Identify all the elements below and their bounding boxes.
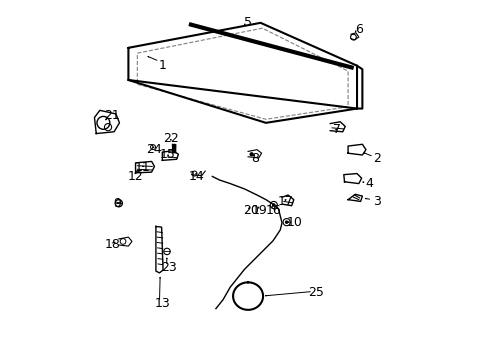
Text: 24: 24 [146,143,162,156]
Circle shape [271,203,275,207]
Text: 15: 15 [160,148,175,162]
Text: 2: 2 [372,152,380,165]
Text: 6: 6 [354,23,362,36]
Text: 5: 5 [244,16,251,29]
Text: 3: 3 [372,195,380,208]
Text: 13: 13 [154,297,170,310]
Text: 19: 19 [251,204,267,217]
Text: 11: 11 [135,161,150,174]
Text: 18: 18 [104,238,120,251]
Text: 1: 1 [158,59,166,72]
Text: 21: 21 [104,109,120,122]
Text: 25: 25 [307,286,323,299]
Text: 7: 7 [333,123,341,136]
Text: 23: 23 [161,261,177,274]
Text: 10: 10 [286,216,302,229]
Circle shape [249,152,253,157]
Text: 4: 4 [365,177,373,190]
Text: 12: 12 [127,170,143,183]
Text: 17: 17 [277,195,293,208]
Circle shape [285,220,288,224]
Text: 22: 22 [163,132,179,145]
Text: 20: 20 [242,204,258,217]
Text: 16: 16 [264,204,281,217]
Text: 8: 8 [251,152,259,165]
Text: 14: 14 [188,170,203,183]
Text: 9: 9 [114,197,122,210]
